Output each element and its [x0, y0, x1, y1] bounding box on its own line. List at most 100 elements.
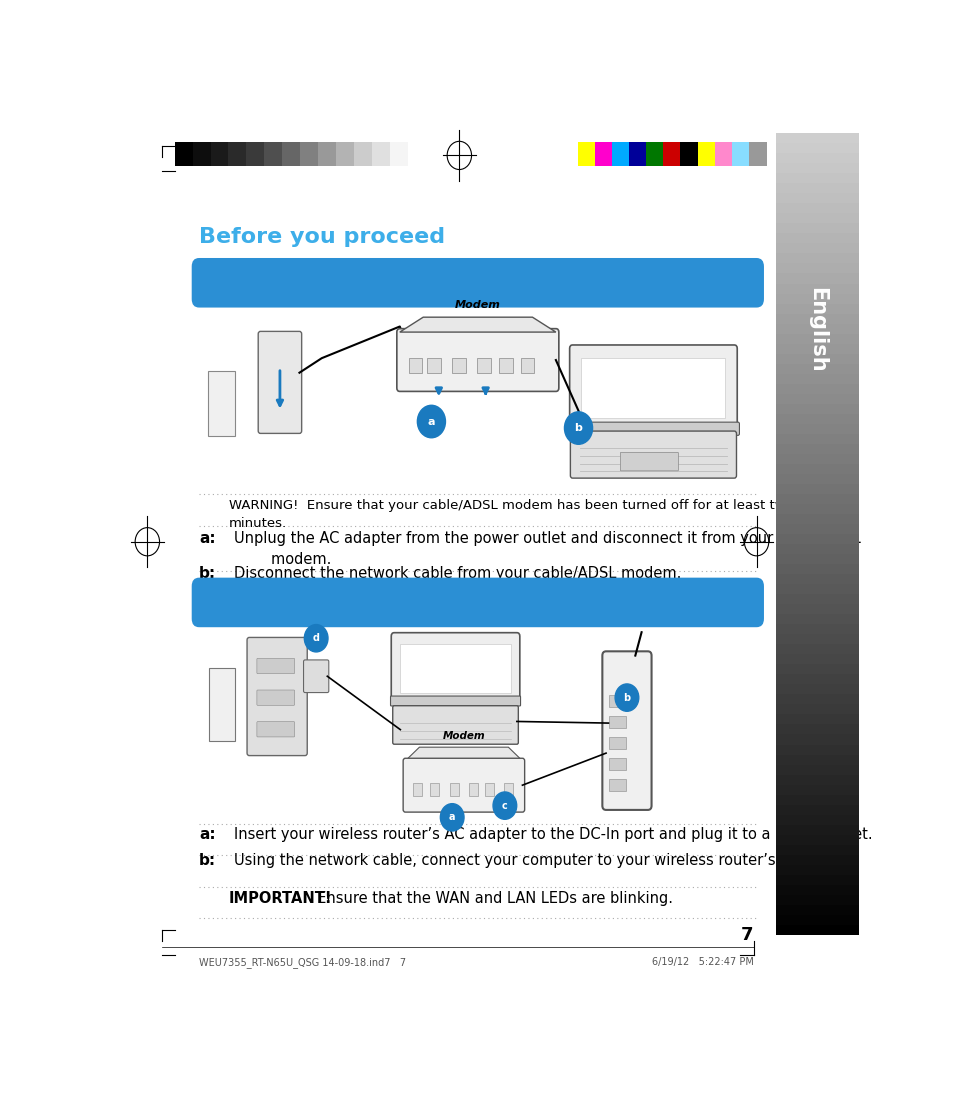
- FancyBboxPatch shape: [775, 293, 858, 303]
- FancyBboxPatch shape: [775, 563, 858, 574]
- FancyBboxPatch shape: [775, 573, 858, 584]
- FancyBboxPatch shape: [775, 774, 858, 785]
- FancyBboxPatch shape: [775, 423, 858, 434]
- FancyBboxPatch shape: [485, 783, 494, 796]
- FancyBboxPatch shape: [775, 694, 858, 705]
- Text: WEU7355_RT-N65U_QSG 14-09-18.ind7   7: WEU7355_RT-N65U_QSG 14-09-18.ind7 7: [199, 957, 406, 968]
- FancyBboxPatch shape: [775, 433, 858, 444]
- Text: Insert your wireless router’s AC adapter to the DC-In port and plug it to a powe: Insert your wireless router’s AC adapter…: [233, 827, 872, 842]
- FancyBboxPatch shape: [775, 383, 858, 394]
- Text: b:: b:: [199, 852, 216, 868]
- Text: IMPORTANT!: IMPORTANT!: [229, 891, 332, 907]
- FancyBboxPatch shape: [775, 533, 858, 544]
- FancyBboxPatch shape: [775, 664, 858, 675]
- FancyBboxPatch shape: [775, 834, 858, 845]
- Text: 1.   Unplug and disconnect the wires/cables from your existing modem setup.: 1. Unplug and disconnect the wires/cable…: [213, 275, 781, 291]
- FancyBboxPatch shape: [775, 263, 858, 273]
- FancyBboxPatch shape: [208, 372, 234, 436]
- Text: WARNING!  Ensure that your cable/ADSL modem has been turned off for at least two: WARNING! Ensure that your cable/ADSL mod…: [229, 500, 793, 529]
- FancyBboxPatch shape: [775, 192, 858, 203]
- Text: Modem: Modem: [442, 731, 485, 741]
- FancyBboxPatch shape: [775, 884, 858, 895]
- FancyBboxPatch shape: [775, 844, 858, 855]
- FancyBboxPatch shape: [476, 357, 490, 373]
- FancyBboxPatch shape: [775, 373, 858, 384]
- FancyBboxPatch shape: [775, 202, 858, 213]
- FancyBboxPatch shape: [256, 722, 294, 737]
- FancyBboxPatch shape: [775, 182, 858, 193]
- FancyBboxPatch shape: [645, 142, 663, 165]
- FancyBboxPatch shape: [427, 357, 440, 373]
- FancyBboxPatch shape: [775, 644, 858, 654]
- FancyBboxPatch shape: [228, 142, 247, 165]
- FancyBboxPatch shape: [775, 654, 858, 664]
- FancyBboxPatch shape: [174, 142, 193, 165]
- FancyBboxPatch shape: [662, 142, 680, 165]
- FancyBboxPatch shape: [775, 904, 858, 915]
- FancyBboxPatch shape: [775, 132, 858, 143]
- Text: 6/19/12   5:22:47 PM: 6/19/12 5:22:47 PM: [651, 957, 753, 967]
- Polygon shape: [399, 317, 556, 332]
- FancyBboxPatch shape: [748, 142, 766, 165]
- FancyBboxPatch shape: [601, 652, 651, 810]
- FancyBboxPatch shape: [775, 243, 858, 253]
- FancyBboxPatch shape: [775, 353, 858, 364]
- FancyBboxPatch shape: [503, 783, 513, 796]
- FancyBboxPatch shape: [775, 233, 858, 243]
- FancyBboxPatch shape: [775, 303, 858, 314]
- FancyBboxPatch shape: [775, 483, 858, 494]
- FancyBboxPatch shape: [498, 357, 512, 373]
- FancyBboxPatch shape: [731, 142, 749, 165]
- Text: Unplug the AC adapter from the power outlet and disconnect it from your cable/AD: Unplug the AC adapter from the power out…: [233, 531, 860, 566]
- FancyBboxPatch shape: [775, 784, 858, 795]
- Text: 7: 7: [740, 926, 753, 944]
- FancyBboxPatch shape: [775, 172, 858, 183]
- FancyBboxPatch shape: [775, 523, 858, 534]
- FancyBboxPatch shape: [697, 142, 715, 165]
- Text: b: b: [574, 423, 582, 433]
- Text: Modem: Modem: [455, 300, 500, 310]
- FancyBboxPatch shape: [609, 779, 625, 791]
- FancyBboxPatch shape: [775, 674, 858, 685]
- FancyBboxPatch shape: [256, 658, 294, 674]
- FancyBboxPatch shape: [389, 142, 408, 165]
- FancyBboxPatch shape: [430, 783, 438, 796]
- FancyBboxPatch shape: [775, 513, 858, 524]
- FancyBboxPatch shape: [714, 142, 732, 165]
- FancyBboxPatch shape: [577, 142, 595, 165]
- Text: c: c: [501, 800, 507, 810]
- FancyBboxPatch shape: [775, 363, 858, 374]
- FancyBboxPatch shape: [775, 814, 858, 825]
- FancyBboxPatch shape: [609, 695, 625, 707]
- FancyBboxPatch shape: [570, 431, 736, 478]
- FancyBboxPatch shape: [300, 142, 318, 165]
- FancyBboxPatch shape: [372, 142, 390, 165]
- FancyBboxPatch shape: [775, 624, 858, 634]
- FancyBboxPatch shape: [569, 345, 737, 428]
- FancyBboxPatch shape: [303, 660, 329, 693]
- FancyBboxPatch shape: [619, 453, 678, 471]
- FancyBboxPatch shape: [679, 142, 698, 165]
- FancyBboxPatch shape: [520, 357, 534, 373]
- FancyBboxPatch shape: [390, 696, 520, 706]
- FancyBboxPatch shape: [775, 543, 858, 554]
- Circle shape: [416, 405, 445, 437]
- FancyBboxPatch shape: [209, 667, 234, 741]
- FancyBboxPatch shape: [567, 422, 739, 435]
- FancyBboxPatch shape: [775, 333, 858, 344]
- FancyBboxPatch shape: [775, 273, 858, 283]
- FancyBboxPatch shape: [775, 473, 858, 484]
- FancyBboxPatch shape: [282, 142, 300, 165]
- FancyBboxPatch shape: [775, 493, 858, 504]
- FancyBboxPatch shape: [354, 142, 372, 165]
- FancyBboxPatch shape: [775, 914, 858, 925]
- FancyBboxPatch shape: [775, 754, 858, 765]
- FancyBboxPatch shape: [193, 142, 211, 165]
- FancyBboxPatch shape: [775, 503, 858, 514]
- Text: b:: b:: [199, 566, 216, 581]
- FancyBboxPatch shape: [775, 924, 858, 935]
- FancyBboxPatch shape: [775, 604, 858, 614]
- FancyBboxPatch shape: [775, 714, 858, 725]
- FancyBboxPatch shape: [264, 142, 283, 165]
- Text: Disconnect the network cable from your cable/ADSL modem.: Disconnect the network cable from your c…: [233, 566, 680, 581]
